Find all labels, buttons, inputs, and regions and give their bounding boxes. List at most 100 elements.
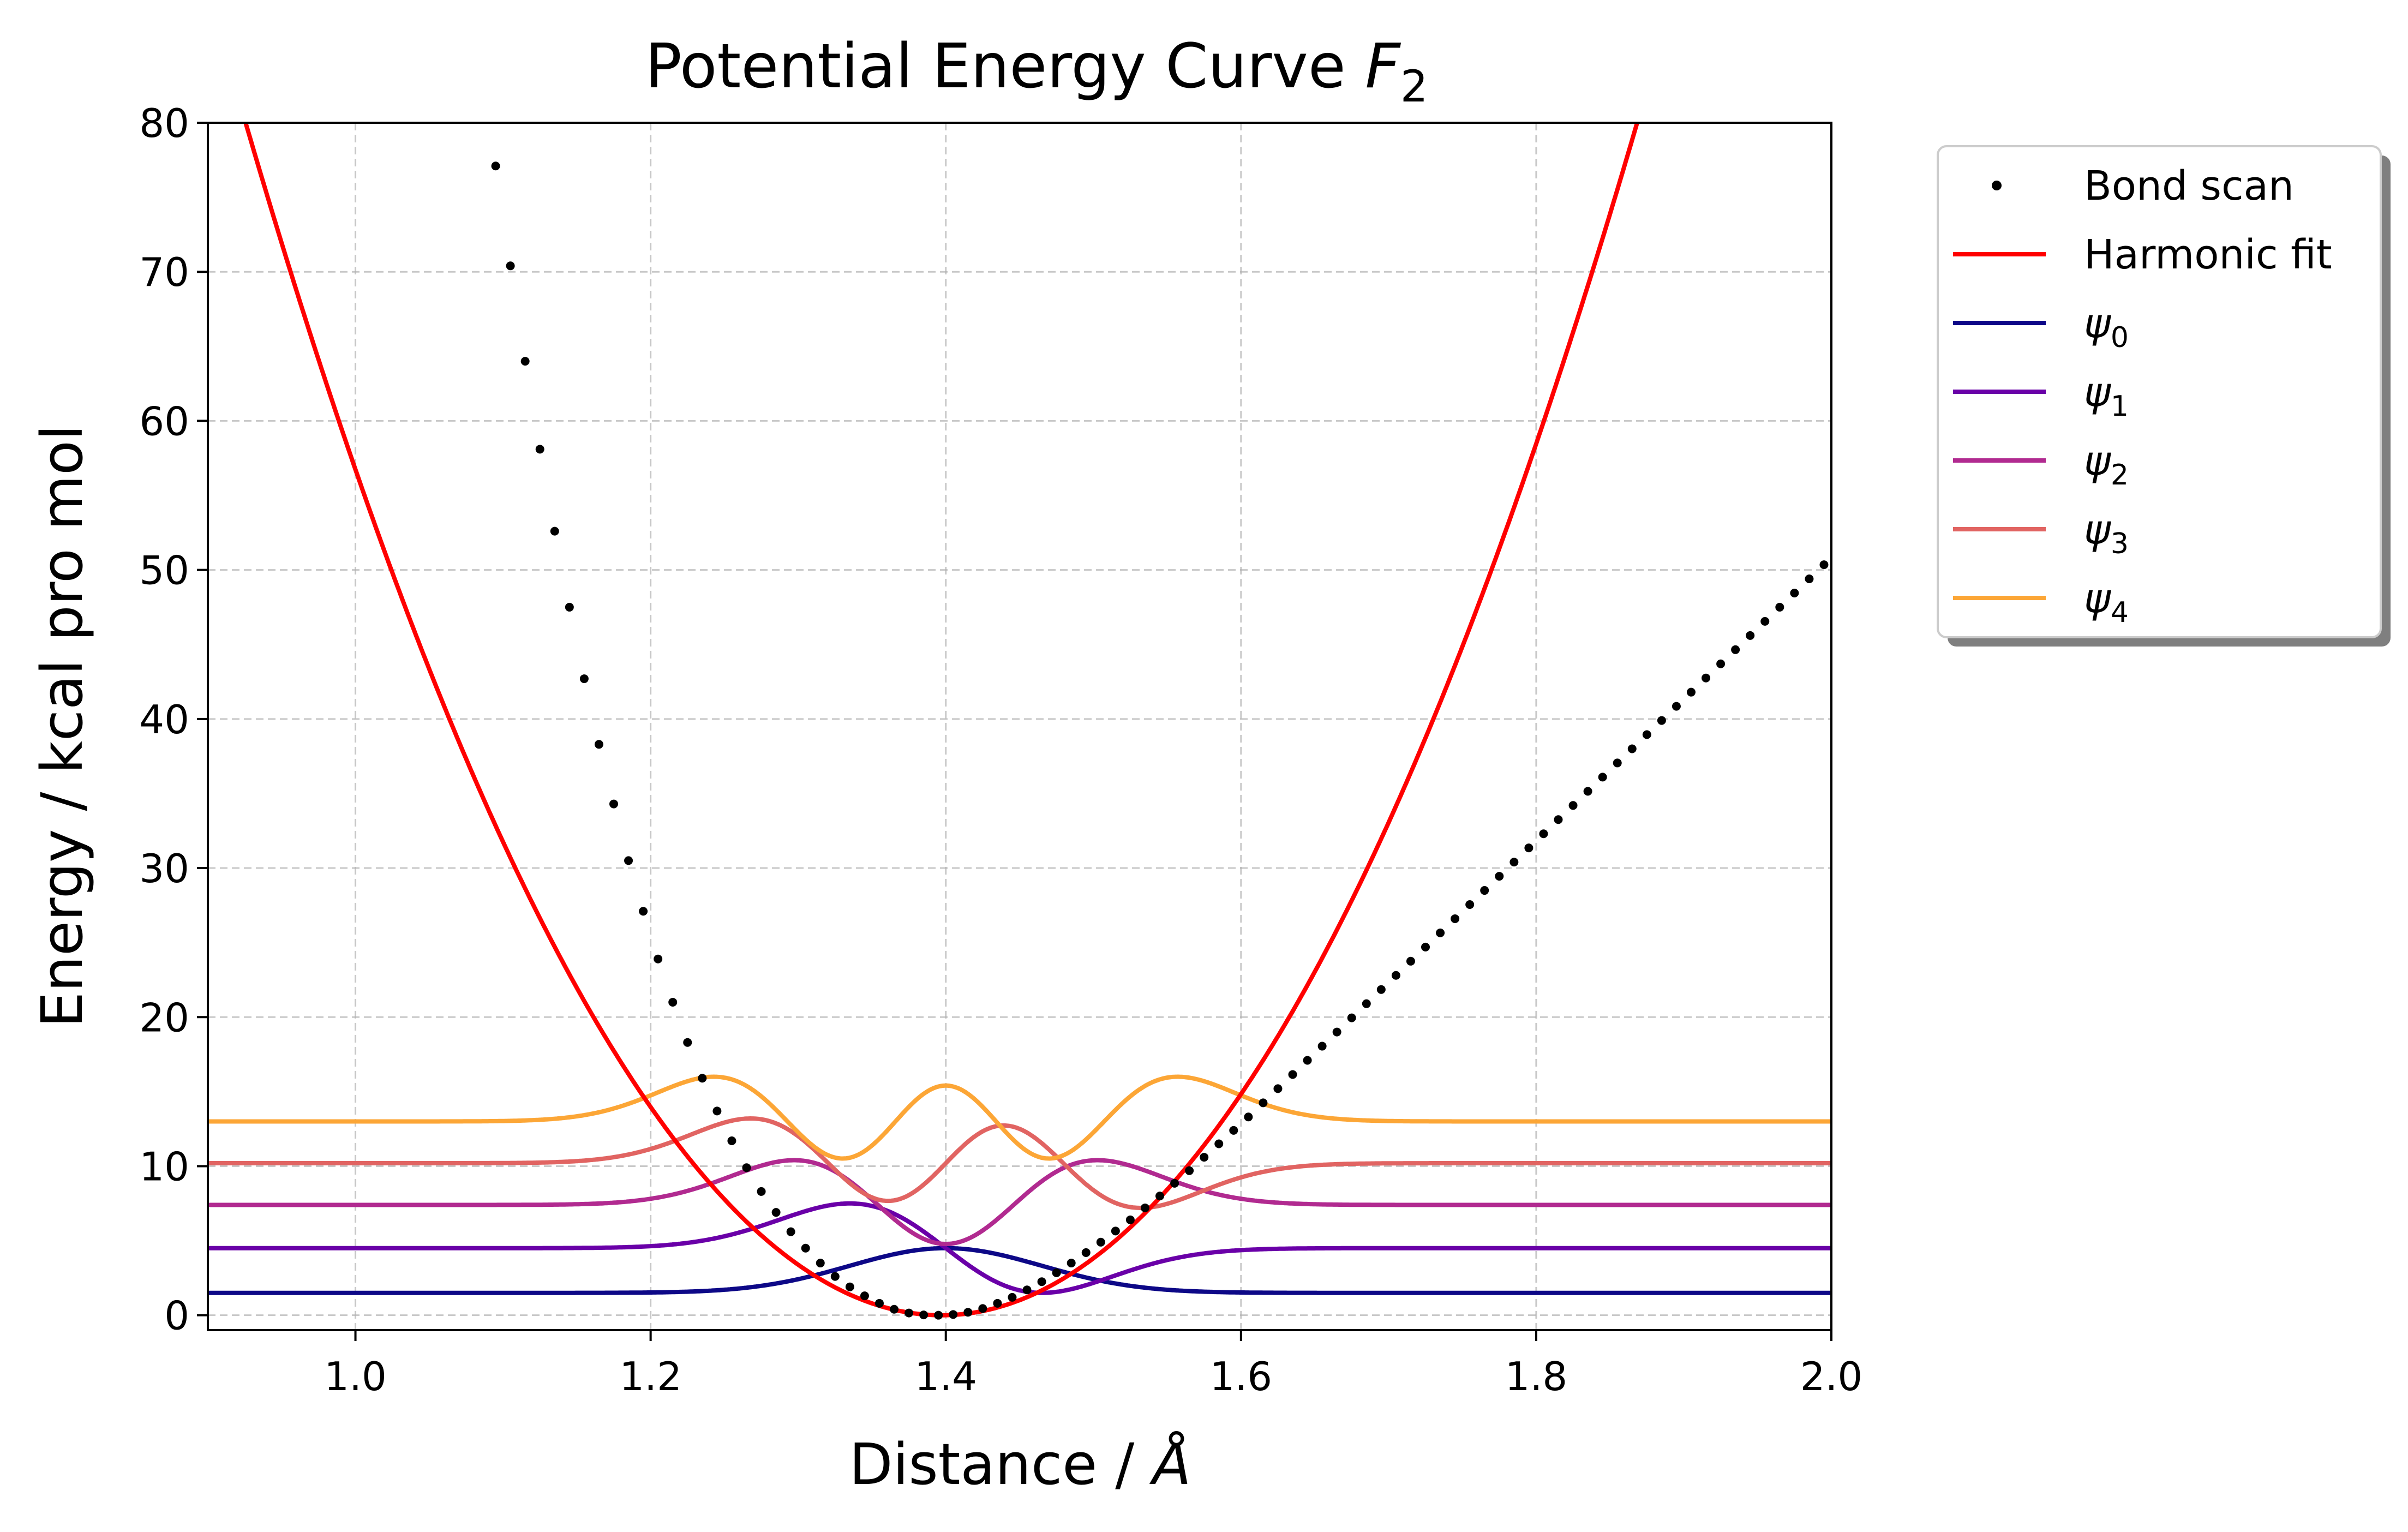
scan-point [1259,1098,1268,1108]
y-tick-label: 40 [139,697,189,743]
chart-title-subscript: 2 [1400,61,1428,112]
scan-point [1790,588,1799,597]
scan-point [1111,1226,1120,1236]
legend-label: ψ1 [2084,369,2129,423]
scan-point [1185,1166,1194,1175]
wavefunction-line-4 [208,1074,1831,1161]
scan-point [565,602,574,612]
scan-point [1125,1215,1135,1224]
scan-point [1303,1056,1312,1065]
scan-point [491,161,500,171]
scan-point [963,1308,973,1317]
scan-point [934,1310,943,1320]
scan-point [1746,631,1755,640]
y-tick-label: 60 [139,398,189,444]
scan-point [1539,829,1548,839]
scan-point [1155,1192,1165,1201]
scan-point [1775,602,1784,612]
scan-point [1391,971,1400,980]
scan-point [1657,716,1666,725]
y-tick-label: 10 [139,1144,189,1189]
scan-point [1805,574,1814,584]
scan-point [1229,1126,1238,1135]
scan-point [506,261,515,271]
scan-point [1022,1285,1032,1295]
scan-point [1613,758,1622,768]
scan-point [919,1310,929,1320]
x-axis-label: Distance / Å [849,1431,1191,1498]
scan-point [1510,858,1519,867]
series-layer [208,123,1831,1320]
scan-point [1524,843,1534,853]
chart-title-math: F [1365,31,1401,102]
wavefunction-line-3 [208,1116,1831,1210]
legend-label: Harmonic fit [2084,231,2332,278]
harmonic-fit-line [243,123,1640,1318]
scan-point [1598,773,1607,782]
legend-label: ψ3 [2084,506,2129,560]
scan-point [1200,1153,1209,1162]
scan-point [1317,1042,1327,1051]
scan-point [993,1298,1002,1308]
scan-point [1347,1013,1356,1022]
scan-point [816,1259,825,1268]
scan-point [594,740,603,749]
scan-point [1081,1248,1091,1257]
scan-point [683,1038,692,1047]
legend-label: ψ2 [2084,438,2129,492]
legend-marker-scatter [1992,181,2002,190]
scan-point [1332,1027,1341,1037]
scan-point [1362,999,1371,1008]
scan-point [579,674,589,684]
y-tick-label: 70 [139,249,189,295]
scan-point [1436,928,1445,937]
scan-point [1096,1237,1105,1247]
scan-point [1244,1112,1253,1122]
scan-point [860,1291,869,1301]
scan-point [905,1308,914,1318]
scan-point [1495,872,1504,881]
y-tick-label: 0 [164,1293,189,1339]
scan-point [801,1243,810,1253]
scan-point [786,1227,795,1236]
legend-box [1937,145,2382,638]
scan-point [535,445,544,454]
scan-point [978,1304,987,1313]
scan-point [1406,956,1415,966]
scan-point [1716,659,1726,668]
wavefunction-line-0 [208,1246,1831,1295]
scan-point [1731,645,1740,654]
scan-point [1140,1203,1149,1212]
legend-label: Bond scan [2084,163,2294,210]
scan-point [1067,1259,1076,1268]
y-axis-label: Energy / kcal pro mol [29,424,95,1027]
scan-point [845,1282,854,1291]
scan-point [757,1187,766,1196]
plot-area [208,123,1831,1320]
scan-point [698,1074,707,1083]
scan-point [727,1136,736,1146]
scan-point [1672,702,1681,711]
scan-point [1037,1277,1046,1286]
legend-label: ψ4 [2084,575,2129,629]
scan-point [1451,914,1460,923]
y-tick-label: 50 [139,548,189,594]
legend-label: ψ0 [2084,300,2129,354]
scan-point [1214,1139,1224,1148]
scan-point [609,799,618,809]
y-tick-label: 20 [139,995,189,1040]
x-tick-label: 1.0 [324,1354,387,1399]
scan-point [1627,744,1637,753]
plot-frame [207,122,1832,1331]
wavefunction-line-1 [208,1201,1831,1295]
scan-point [1819,560,1829,570]
chart-title: Potential Energy Curve F2 [645,31,1428,112]
scan-point [624,856,633,865]
scan-point [550,526,559,536]
scan-point [712,1106,722,1116]
scan-point [890,1304,899,1314]
scan-point [1421,942,1430,951]
scan-point [668,997,678,1007]
x-tick-label: 1.4 [914,1354,977,1399]
